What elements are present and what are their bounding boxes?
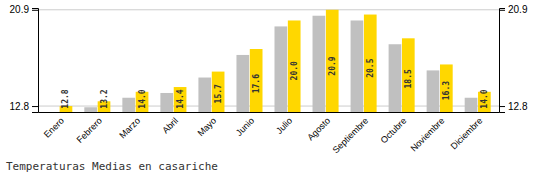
tick: 20.9 [499, 4, 528, 15]
tick-label: 12.8 [508, 101, 528, 112]
data-label: 16.3 [442, 81, 451, 100]
y-axis: 12.8 20.9 [10, 4, 39, 112]
plot: 12.8 13.2 14.0 14.4 15.7 17.6 20.0 20.9 20.5 18.5… [10, 4, 528, 155]
bars [60, 10, 491, 112]
tick: Mayo [196, 116, 219, 139]
data-label: 20.0 [290, 61, 299, 80]
bar [465, 98, 478, 112]
tick-label: Enero [42, 116, 66, 140]
tick: Agosto [305, 116, 332, 143]
bar [326, 10, 339, 112]
tick-label: Febrero [75, 116, 104, 145]
tick: Marzo [117, 116, 142, 141]
tick: Noviembre [409, 116, 447, 154]
chart: 12.8 13.2 14.0 14.4 15.7 17.6 20.0 20.9 20.5 18.5… [0, 0, 537, 174]
data-label: 14.0 [480, 89, 489, 108]
data-label: 14.4 [176, 89, 185, 108]
data-label: 15.7 [214, 84, 223, 103]
axis-line [500, 9, 506, 113]
tick: Septiembre [331, 116, 371, 156]
tick: 12.8 [10, 101, 38, 112]
tick: Febrero [75, 116, 104, 145]
data-label: 17.6 [252, 74, 261, 93]
title: Temperaturas Medias en casariche [6, 160, 218, 173]
bar [84, 107, 97, 112]
bar [288, 20, 301, 112]
bar [160, 93, 173, 112]
bar [236, 55, 249, 112]
x-axis: Enero Febrero Marzo Abril Mayo Junio Julio Agos… [39, 113, 500, 156]
bar [250, 49, 263, 112]
series [84, 16, 477, 112]
bar [122, 98, 135, 112]
tick-label: Mayo [196, 116, 219, 139]
bar [174, 87, 187, 112]
data-labels: 12.8 13.2 14.0 14.4 15.7 17.6 20.0 20.9 20.5 18.5… [61, 56, 488, 108]
tick-mark [499, 10, 505, 11]
y-axis-right: 12.8 20.9 [499, 4, 528, 112]
grid-line [38, 9, 499, 10]
bar [351, 20, 364, 112]
data-label: 13.2 [100, 89, 109, 108]
data-label: 18.5 [404, 69, 413, 88]
data-label: 20.5 [366, 58, 375, 77]
tick-label: Marzo [117, 116, 142, 141]
bar [364, 15, 377, 112]
bar [402, 38, 415, 112]
tick: Enero [42, 116, 66, 140]
data-label: 20.9 [328, 56, 337, 75]
tick-label: Agosto [305, 116, 332, 143]
tick: Octubre [379, 116, 409, 146]
tick-label: 20.9 [508, 4, 528, 15]
bar [212, 72, 225, 112]
data-label: 12.8 [61, 89, 70, 108]
bar [389, 44, 402, 112]
tick: Julio [274, 116, 294, 136]
bar [274, 26, 287, 112]
tick-label: Noviembre [409, 116, 447, 154]
tick-mark [32, 10, 38, 11]
tick-label: Julio [274, 116, 294, 136]
bar [427, 70, 440, 112]
data-label: 14.0 [138, 89, 147, 108]
tick-label: Septiembre [331, 116, 371, 156]
tick: Diciembre [449, 116, 485, 152]
bar [46, 112, 59, 113]
axis-line [39, 112, 500, 113]
tick: Abril [160, 116, 180, 136]
tick-label: Junio [234, 116, 256, 138]
tick: Junio [234, 116, 256, 138]
tick: 12.8 [499, 101, 528, 112]
tick-label: Abril [160, 116, 180, 136]
tick-label: 12.8 [10, 101, 30, 112]
tick-mark [32, 106, 38, 107]
bar [198, 78, 211, 112]
tick-mark [499, 106, 505, 107]
tick-label: Octubre [379, 116, 409, 146]
bar [313, 16, 326, 112]
axis-line [32, 9, 39, 113]
tick: 20.9 [10, 4, 38, 15]
series [60, 10, 491, 112]
bar [440, 64, 453, 112]
tick-label: 20.9 [10, 4, 30, 15]
tick-label: Diciembre [449, 116, 485, 152]
